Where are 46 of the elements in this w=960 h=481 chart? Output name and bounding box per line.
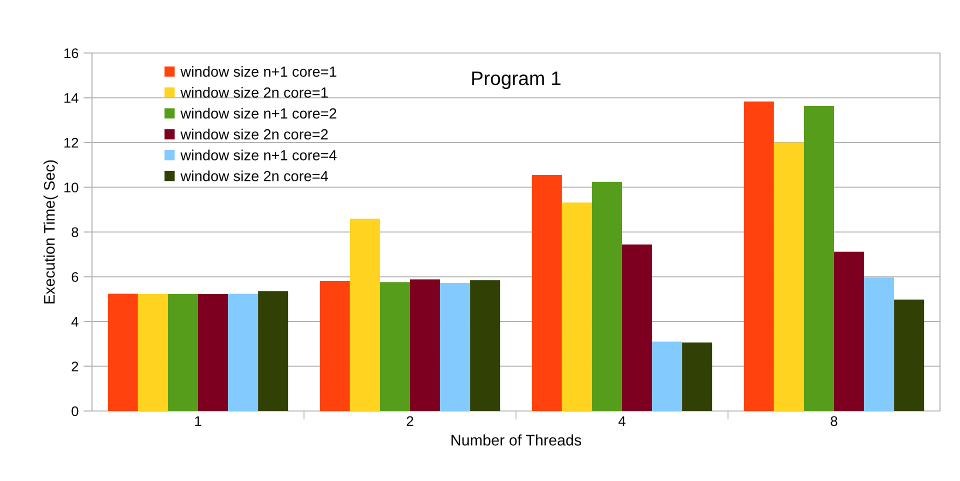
legend-label: window size 2n core=1 [180,87,328,98]
bar [258,291,288,411]
bar [894,300,924,411]
bar [380,282,410,411]
legend-label: window size n+1 core=4 [180,150,337,160]
y-tick-label: 6 [72,272,78,282]
y-tick-label: 8 [72,227,78,238]
text: Program 1 [472,72,560,90]
y-tick-label: 16 [64,48,78,58]
bar [320,281,350,411]
x-tick-label: 8 [830,416,838,426]
y-axis-title: Execution Time( Sec) [44,160,58,304]
y-tick-label: 10 [64,182,78,192]
legend-label: window size 2n core=2 [180,128,328,140]
bar [228,294,258,411]
bar [198,294,228,411]
legend-label: window size 2n core=4 [180,170,328,182]
x-tick-label: 4 [618,416,626,426]
bar [744,102,774,411]
bar [864,277,894,411]
x-axis-title: Number of Threads [452,434,582,446]
legend-label: window size n+1 core=1 [180,66,336,77]
bar [652,342,682,411]
legend-label: window size n+1 core=2 [180,108,336,119]
bar [410,279,440,411]
x-tick-label: 1 [195,416,202,426]
y-tick-label: 0 [72,406,78,416]
y-tick-label: 12 [64,138,78,148]
bar [440,283,470,411]
y-tick-label: 2 [72,362,78,372]
bar [470,280,500,411]
bar [168,294,198,411]
bar [532,174,562,411]
y-tick-label: 4 [71,316,78,327]
bar [108,294,138,411]
bar [804,106,834,411]
bar [592,182,622,411]
x-tick-label: 2 [406,416,414,426]
bar [138,294,168,411]
bar [834,252,864,411]
bar [682,342,712,411]
bar [562,202,592,411]
bar [622,244,652,411]
bar [350,218,380,411]
y-tick-label: 14 [64,93,78,103]
bar [774,142,804,411]
